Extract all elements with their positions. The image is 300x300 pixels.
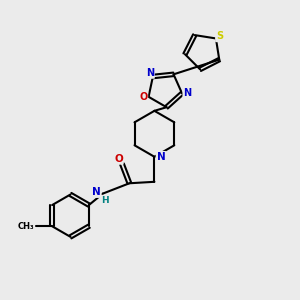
Text: O: O	[139, 92, 147, 102]
Text: CH₃: CH₃	[18, 222, 34, 231]
Text: N: N	[92, 187, 101, 197]
Text: N: N	[183, 88, 191, 98]
Text: N: N	[146, 68, 154, 78]
Text: N: N	[157, 152, 165, 162]
Text: S: S	[216, 32, 223, 41]
Text: O: O	[114, 154, 123, 164]
Text: H: H	[101, 196, 109, 205]
